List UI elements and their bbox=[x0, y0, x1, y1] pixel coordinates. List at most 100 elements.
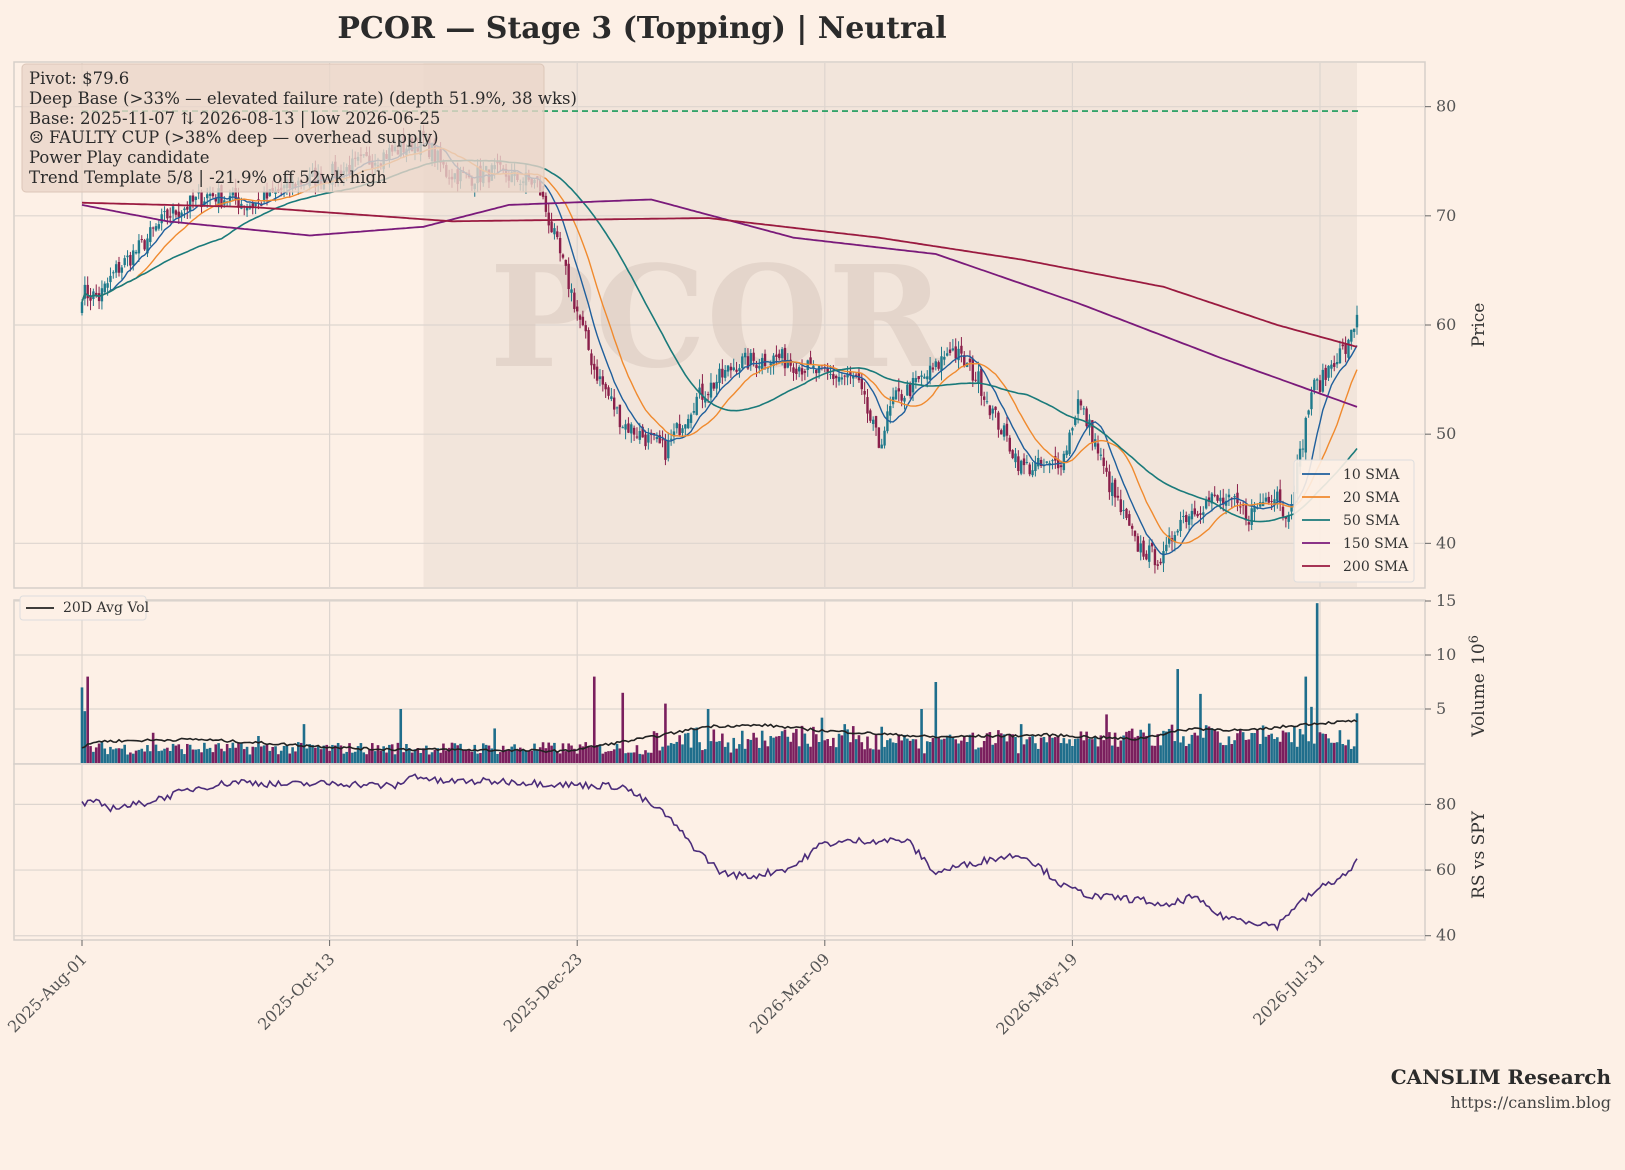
candle-body bbox=[1276, 491, 1279, 502]
volume-bar bbox=[1304, 676, 1308, 763]
candle-body bbox=[621, 427, 624, 429]
candle-body bbox=[251, 203, 254, 209]
candle-body bbox=[183, 208, 186, 211]
candle-body bbox=[1099, 454, 1103, 456]
volume-bar bbox=[222, 751, 226, 763]
candle-body bbox=[1352, 328, 1356, 332]
volume-bar bbox=[450, 742, 454, 763]
volume-bar bbox=[149, 751, 152, 763]
volume-bar bbox=[1273, 738, 1276, 763]
candle-body bbox=[732, 367, 735, 370]
volume-bar bbox=[1156, 734, 1160, 763]
volume-bar bbox=[1079, 731, 1083, 763]
volume-bar bbox=[1190, 734, 1194, 763]
candle-body bbox=[937, 362, 940, 369]
candle-body bbox=[1148, 545, 1151, 562]
candle-body bbox=[1071, 428, 1074, 431]
volume-bar bbox=[940, 739, 943, 763]
candle-body bbox=[590, 353, 593, 366]
volume-bar bbox=[1125, 731, 1128, 763]
volume-bar bbox=[914, 739, 918, 763]
volume-bar bbox=[1207, 726, 1211, 763]
candle-body bbox=[1321, 369, 1325, 392]
volume-bar bbox=[234, 747, 237, 763]
price-tick-label: 50 bbox=[1436, 424, 1456, 443]
volume-bar bbox=[553, 742, 556, 763]
volume-bar bbox=[684, 733, 687, 763]
volume-bar bbox=[610, 750, 613, 763]
volume-bar bbox=[1307, 741, 1310, 763]
sma-50-line bbox=[81, 159, 1358, 523]
volume-bar bbox=[644, 750, 647, 763]
candle-body bbox=[1264, 497, 1268, 502]
volume-bar bbox=[1170, 724, 1174, 763]
volume-bar bbox=[740, 730, 744, 763]
volume-bar bbox=[1298, 728, 1302, 763]
volume-bar bbox=[177, 744, 181, 763]
candle-body bbox=[106, 283, 109, 288]
volume-bar bbox=[863, 749, 866, 763]
volume-bar bbox=[180, 749, 183, 763]
price-tick-label: 70 bbox=[1436, 206, 1456, 225]
volume-bar bbox=[1184, 746, 1188, 763]
candle-body bbox=[112, 272, 115, 274]
volume-bar bbox=[1295, 746, 1299, 763]
candle-body bbox=[180, 212, 183, 217]
candle-body bbox=[1193, 508, 1196, 515]
volume-bar bbox=[305, 748, 309, 763]
volume-bar bbox=[362, 752, 366, 763]
volume-bar bbox=[820, 717, 824, 763]
candle-body bbox=[1125, 508, 1128, 518]
volume-bar bbox=[1014, 736, 1017, 763]
candle-body bbox=[780, 349, 784, 359]
volume-bar bbox=[627, 752, 630, 763]
volume-bar bbox=[419, 752, 422, 763]
volume-bar bbox=[348, 743, 351, 763]
candle-body bbox=[860, 378, 863, 390]
legend-label-sma150: 150 SMA bbox=[1343, 536, 1409, 552]
candle-body bbox=[598, 376, 602, 380]
candle-body bbox=[1096, 443, 1100, 454]
volume-bar bbox=[703, 749, 707, 763]
volume-bar bbox=[925, 741, 929, 763]
candle-body bbox=[1233, 496, 1236, 498]
candle-body bbox=[900, 394, 903, 401]
candle-body bbox=[1216, 495, 1219, 501]
volume-bar bbox=[1173, 741, 1177, 763]
volume-bar bbox=[1227, 736, 1231, 763]
candle-body bbox=[188, 195, 192, 212]
chart-title: PCOR — Stage 3 (Topping) | Neutral bbox=[337, 11, 946, 46]
candle-body bbox=[795, 368, 798, 375]
brand-url[interactable]: https://canslim.blog bbox=[1450, 1093, 1611, 1112]
candle-body bbox=[1150, 542, 1154, 547]
volume-bar bbox=[319, 749, 323, 763]
volume-bar bbox=[1099, 735, 1103, 763]
volume-bar bbox=[1281, 730, 1285, 763]
volume-bar bbox=[356, 746, 360, 763]
volume-bar bbox=[214, 744, 218, 763]
candle-body bbox=[1307, 410, 1310, 415]
candle-body bbox=[957, 348, 960, 361]
volume-bar bbox=[447, 747, 451, 763]
volume-bar bbox=[242, 749, 246, 763]
volume-bar bbox=[638, 753, 642, 763]
volume-bar bbox=[1159, 745, 1162, 763]
volume-bar bbox=[1068, 739, 1071, 763]
candle-body bbox=[698, 387, 701, 394]
candle-body bbox=[769, 363, 772, 366]
candle-body bbox=[641, 426, 644, 438]
volume-bar bbox=[328, 750, 331, 763]
candle-body bbox=[886, 411, 889, 432]
volume-bar bbox=[817, 741, 821, 763]
brand-name: CANSLIM Research bbox=[1390, 1065, 1611, 1089]
candle-body bbox=[686, 418, 690, 429]
candle-body bbox=[1327, 365, 1330, 378]
volume-bar bbox=[308, 744, 311, 763]
volume-bar bbox=[601, 753, 605, 763]
volume-bar bbox=[473, 744, 477, 763]
volume-bar bbox=[803, 733, 807, 763]
volume-bar bbox=[399, 709, 403, 763]
candle-body bbox=[206, 194, 209, 199]
candle-body bbox=[1338, 348, 1342, 364]
sma-200-line bbox=[81, 201, 1358, 348]
